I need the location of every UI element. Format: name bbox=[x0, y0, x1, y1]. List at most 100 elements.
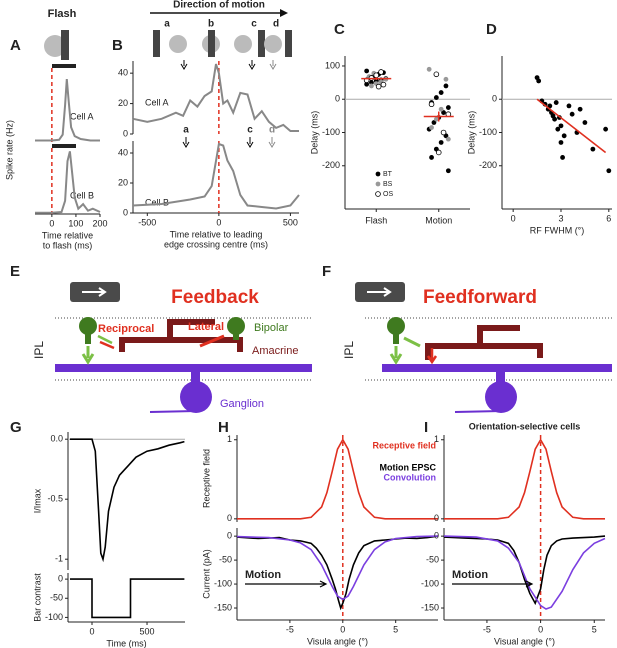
y-tick-label: -150 bbox=[214, 602, 232, 612]
arrow-head bbox=[280, 9, 288, 17]
x-tick-label: 5 bbox=[592, 624, 597, 634]
y-tick-label: -200 bbox=[322, 160, 340, 170]
annotation-arrow bbox=[245, 580, 328, 588]
data-point bbox=[560, 155, 565, 160]
annotation-arrow bbox=[452, 580, 534, 588]
y-tick-label: 1 bbox=[227, 434, 232, 444]
data-point bbox=[547, 103, 553, 109]
layer-label: IPL bbox=[342, 341, 356, 359]
panel-label: F bbox=[322, 263, 331, 280]
bipolar-cell bbox=[227, 317, 245, 335]
panel-label: B bbox=[112, 37, 123, 54]
data-point bbox=[375, 83, 382, 90]
data-point bbox=[558, 140, 564, 145]
y-tick-label: -50 bbox=[219, 554, 232, 564]
panel-label: I bbox=[424, 419, 428, 436]
series-label: Cell A bbox=[145, 97, 169, 107]
legend-label: Receptive field bbox=[372, 440, 436, 450]
y-tick-label: 0 bbox=[227, 513, 232, 523]
y-tick-label: -0.5 bbox=[47, 494, 63, 504]
data-point bbox=[440, 129, 447, 136]
panel-label: C bbox=[334, 21, 345, 38]
direction-arrow bbox=[367, 287, 392, 297]
y-tick-label: 0.0 bbox=[50, 434, 63, 444]
event-arrow bbox=[182, 137, 190, 148]
annotation: Motion bbox=[452, 569, 488, 581]
y-tick-label: 0 bbox=[434, 531, 439, 541]
data-point bbox=[433, 95, 439, 100]
data-point bbox=[429, 155, 434, 160]
y-tick-label: 0 bbox=[335, 94, 340, 104]
data-point bbox=[429, 125, 434, 130]
y-axis-label: Bar contrast bbox=[32, 573, 42, 622]
y-tick-label: 0 bbox=[123, 207, 128, 217]
x-axis-label: Time relative to leading bbox=[170, 229, 263, 239]
data-line bbox=[237, 438, 438, 520]
data-point bbox=[369, 83, 374, 89]
event-arrow bbox=[246, 137, 254, 148]
diagram-title: Feedback bbox=[171, 287, 259, 308]
legend-marker bbox=[375, 181, 381, 187]
data-line bbox=[70, 438, 185, 563]
data-point bbox=[426, 66, 432, 72]
data-point bbox=[441, 110, 446, 115]
x-tick-label: -5 bbox=[286, 624, 294, 634]
ganglion-stem bbox=[191, 370, 200, 386]
y-tick-label: 0 bbox=[434, 513, 439, 523]
x-tick-label: Flash bbox=[365, 215, 387, 225]
x-axis-label: Time (ms) bbox=[106, 638, 146, 648]
legend-label: Motion EPSC bbox=[380, 462, 437, 472]
panel-label: A bbox=[10, 37, 21, 54]
data-point bbox=[438, 140, 444, 145]
data-point bbox=[561, 133, 567, 139]
x-tick-label: 500 bbox=[140, 626, 155, 636]
ganglion-axon bbox=[454, 410, 502, 413]
event-arrow bbox=[268, 137, 276, 148]
panel-title: Flash bbox=[48, 8, 77, 20]
data-point bbox=[566, 103, 572, 109]
release-arrow bbox=[97, 334, 113, 345]
diagram-title: Feedforward bbox=[423, 287, 537, 308]
x-tick-label: 0 bbox=[511, 213, 516, 223]
direction-arrow bbox=[82, 287, 107, 297]
x-tick-label: 100 bbox=[68, 218, 83, 228]
x-tick-label: -500 bbox=[138, 217, 156, 227]
amacrine-cell bbox=[425, 325, 543, 360]
y-tick-label: 100 bbox=[325, 60, 340, 70]
data-point bbox=[536, 78, 542, 84]
ganglion-soma bbox=[180, 381, 212, 413]
stimulus-icons bbox=[153, 30, 292, 57]
data-point bbox=[364, 81, 370, 87]
data-line bbox=[132, 142, 300, 210]
y-tick-label: 0 bbox=[227, 531, 232, 541]
x-tick-label: 3 bbox=[558, 213, 563, 223]
icon-label: b bbox=[208, 19, 214, 30]
stimulus-spot bbox=[264, 35, 282, 53]
data-point bbox=[445, 136, 451, 142]
data-line bbox=[444, 438, 605, 520]
event-arrow bbox=[269, 60, 277, 70]
x-tick-label: 5 bbox=[393, 624, 398, 634]
y-tick-label: 40 bbox=[118, 147, 128, 157]
y-tick-label: -100 bbox=[322, 127, 340, 137]
data-point bbox=[582, 120, 588, 125]
y-axis-label: Spike rate (Hz) bbox=[4, 120, 14, 180]
feedback-arrow bbox=[99, 340, 115, 350]
y-tick-label: -50 bbox=[50, 593, 63, 603]
data-point bbox=[558, 123, 564, 129]
ganglion-soma bbox=[485, 381, 517, 413]
bipolar-terminal bbox=[85, 332, 91, 344]
y-tick-label: 20 bbox=[118, 98, 128, 108]
data-point bbox=[364, 68, 370, 74]
release-arrow bbox=[403, 336, 421, 348]
y-tick-label: 0 bbox=[492, 94, 497, 104]
icon-label: d bbox=[273, 19, 279, 30]
y-axis-label: Delay (ms) bbox=[466, 111, 476, 155]
panel-label: G bbox=[10, 419, 22, 436]
x-tick-label: 0 bbox=[89, 626, 94, 636]
x-tick-label: 0 bbox=[340, 624, 345, 634]
y-axis-label: I/Imax bbox=[32, 488, 42, 513]
layer-label: IPL bbox=[32, 341, 46, 359]
ganglion-dendrite bbox=[382, 364, 612, 372]
legend-label: OS bbox=[383, 191, 393, 198]
